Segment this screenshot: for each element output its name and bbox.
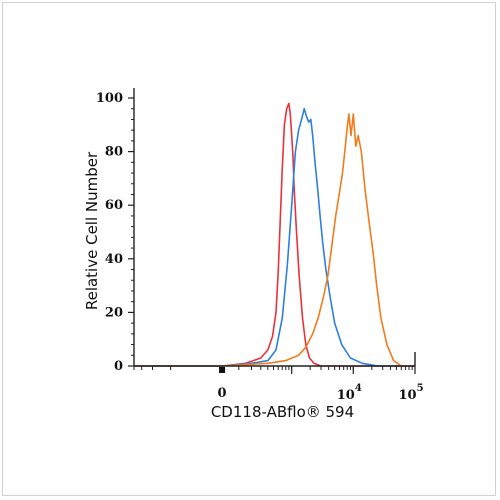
ticks-group: 0 20 40 60 80 100 0 104 105 xyxy=(96,91,424,403)
x-tick-label: 104 xyxy=(337,383,362,403)
figure-frame xyxy=(2,2,496,496)
y-tick-label: 20 xyxy=(105,305,123,320)
x-tick-exponent: 4 xyxy=(355,383,362,394)
x-zero-marker xyxy=(219,367,226,373)
y-tick-label: 60 xyxy=(105,198,123,213)
series-group xyxy=(134,102,415,367)
x-axis-title: CD118-ABflo® 594 xyxy=(211,403,354,421)
y-tick-label: 80 xyxy=(105,145,123,160)
y-tick-label: 40 xyxy=(105,252,123,267)
y-axis-title: Relative Cell Number xyxy=(83,151,101,310)
x-tick-exponent: 5 xyxy=(417,383,424,394)
x-tick-label: 0 xyxy=(218,386,227,401)
histogram-series-1 xyxy=(134,102,415,367)
x-tick-label: 105 xyxy=(398,383,423,403)
histogram-series-3 xyxy=(134,113,415,367)
y-tick-label: 0 xyxy=(114,359,123,374)
y-tick-label: 100 xyxy=(96,91,123,106)
histogram-series-2 xyxy=(134,107,415,367)
